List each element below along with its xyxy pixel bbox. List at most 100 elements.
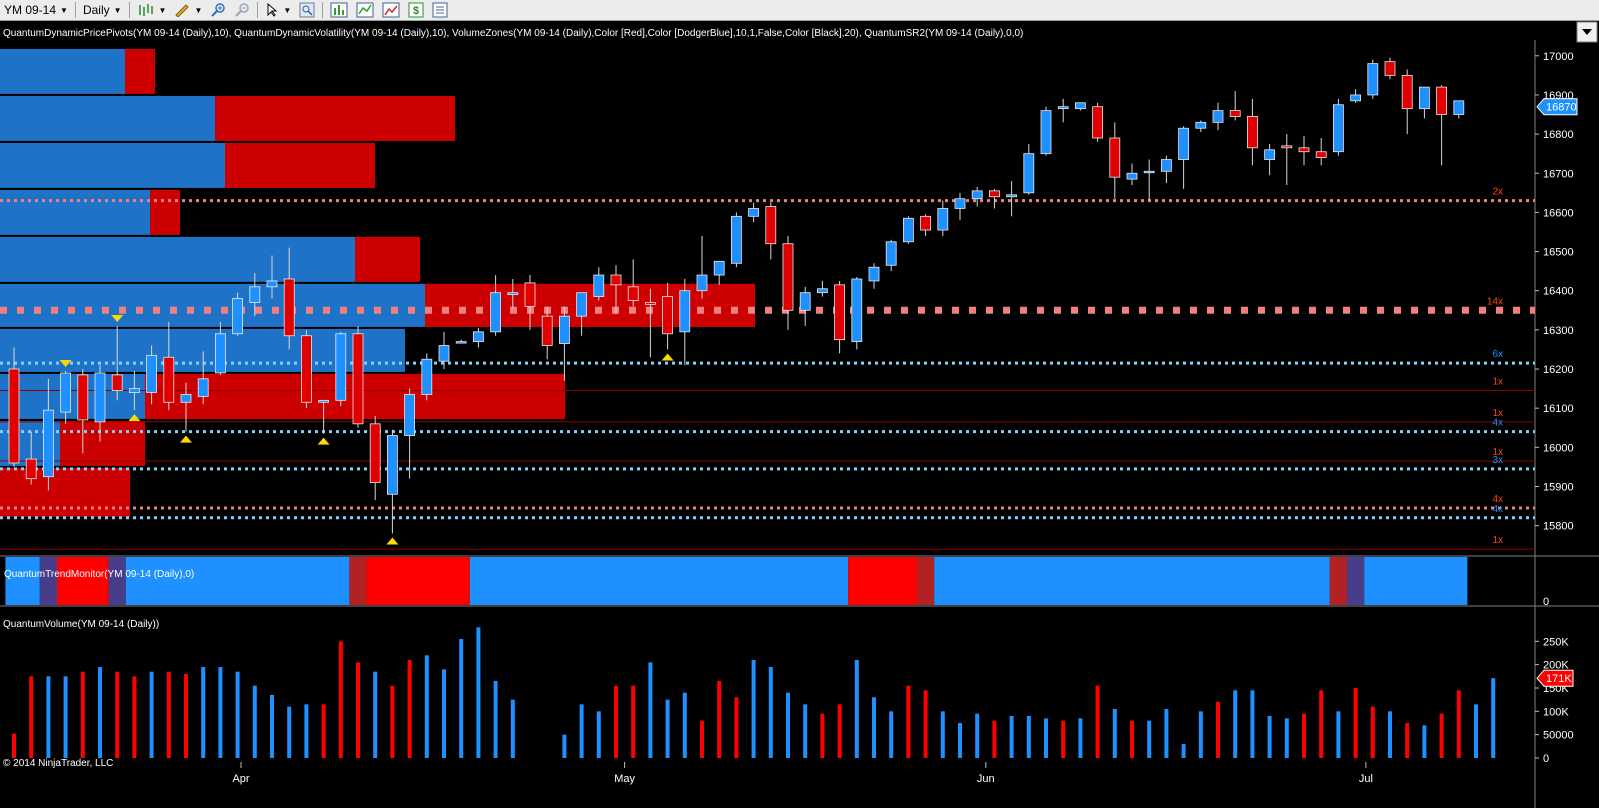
volume-bar: [975, 713, 980, 758]
volume-bar: [356, 662, 360, 758]
candle-body: [937, 208, 949, 231]
candlestick-series: [8, 57, 1465, 534]
sr-level-label: 1x: [1492, 535, 1503, 546]
chart-area[interactable]: 2x 14x 6x 1x 1x 4x 1x 3x 4x 4x 1x 17000 16900 16800 1…: [0, 20, 1599, 808]
chart-properties-button[interactable]: [326, 1, 352, 19]
candle-body: [627, 286, 639, 301]
volume-bar: [149, 671, 154, 758]
volume-tick-label: 0: [1543, 753, 1549, 765]
candle-body: [1298, 147, 1310, 153]
candle-body: [541, 315, 553, 346]
magnifier-button[interactable]: [295, 1, 319, 19]
drawing-tool-button[interactable]: ▼: [170, 1, 206, 19]
volume-bar: [63, 676, 68, 758]
volume-bar: [80, 671, 85, 758]
volume-bar: [1078, 718, 1083, 758]
volume-bar: [1319, 690, 1324, 758]
cursor-button[interactable]: ▼: [261, 1, 295, 19]
candle-body: [1436, 86, 1447, 115]
candle-body: [765, 206, 777, 245]
candle-body: [851, 278, 863, 343]
pivot-zone-buy: [0, 373, 145, 419]
volume-bar: [1491, 678, 1496, 758]
candle-body: [1315, 151, 1327, 158]
bar-type-button[interactable]: ▼: [133, 1, 171, 19]
pivot-zone-buy: [0, 142, 225, 188]
candle-body: [1092, 106, 1103, 139]
date-tick-label: Apr: [232, 773, 249, 785]
instrument-label: YM 09-14: [4, 3, 57, 17]
price-tick-label: 15800: [1543, 521, 1574, 533]
volume-bar: [837, 704, 842, 758]
data-box-button[interactable]: [352, 1, 378, 19]
candle-body: [696, 274, 708, 292]
candle-body: [8, 368, 20, 464]
volume-bar: [1181, 744, 1186, 758]
volume-bar: [579, 704, 584, 758]
candle-body: [214, 333, 226, 374]
volume-bar: [751, 660, 756, 758]
candle-body: [352, 333, 364, 425]
candle-body: [1384, 61, 1396, 76]
candle-body: [559, 315, 570, 344]
volume-bar: [1353, 688, 1358, 758]
volume-bar: [459, 639, 464, 758]
candle-body: [163, 356, 175, 403]
candle-body: [1401, 74, 1413, 110]
candle-body: [146, 354, 158, 393]
volume-bar: [1370, 706, 1375, 758]
trend-segment: [917, 557, 935, 605]
sr-level-label: 1x: [1492, 447, 1503, 458]
price-tick-label: 16500: [1543, 247, 1574, 259]
candle-body: [128, 388, 140, 393]
volume-tick-label: 50000: [1543, 730, 1574, 742]
volume-bar: [493, 681, 498, 758]
trend-segment: [349, 557, 367, 605]
price-tick-label: 16700: [1543, 168, 1574, 180]
candle-body: [249, 286, 261, 303]
candle-body: [731, 215, 742, 264]
chevron-down-icon: ▼: [60, 5, 68, 15]
volume-bar: [287, 706, 292, 758]
volume-bar: [476, 627, 481, 758]
data-box-icon: [356, 2, 374, 18]
volume-bar: [648, 662, 653, 758]
volume-bar: [46, 676, 51, 758]
candle-body: [610, 274, 622, 286]
account-button[interactable]: $: [404, 1, 428, 19]
instrument-selector[interactable]: YM 09-14 ▼: [0, 1, 72, 19]
zoom-out-button[interactable]: [230, 1, 254, 19]
volume-bar: [373, 671, 378, 758]
date-tick-label: Jun: [977, 773, 995, 785]
candle-body: [266, 280, 278, 288]
candle-body: [817, 288, 828, 294]
timeframe-selector[interactable]: Daily ▼: [79, 1, 126, 19]
candle-body: [1040, 110, 1052, 155]
toolbar-divider: [128, 2, 130, 18]
magnifier-icon: [299, 2, 315, 18]
zoom-in-button[interactable]: [206, 1, 230, 19]
volume-tick-label: 200K: [1543, 660, 1569, 672]
sr-level-label: 4x: [1492, 504, 1503, 515]
current-price-marker: [1536, 98, 1578, 116]
candle-body: [679, 290, 691, 333]
sr-level-label: 1x: [1492, 408, 1503, 419]
pivot-zone-sell: [225, 142, 375, 188]
chart-image-button[interactable]: [378, 1, 404, 19]
volume-bar: [252, 685, 257, 758]
candle-body: [507, 292, 519, 296]
candle-body: [421, 358, 433, 395]
candle-body: [1057, 106, 1069, 110]
current-volume-label: 171K: [1546, 673, 1572, 685]
current-price-label: 16870: [1546, 102, 1577, 114]
list-icon: [432, 2, 448, 18]
volume-bar: [1250, 690, 1255, 758]
candle-body: [1161, 159, 1172, 172]
volume-bar: [1095, 685, 1100, 758]
candle-body: [1247, 116, 1258, 149]
candle-body: [1143, 170, 1155, 174]
order-list-button[interactable]: [428, 1, 452, 19]
volume-bar: [1009, 716, 1014, 758]
